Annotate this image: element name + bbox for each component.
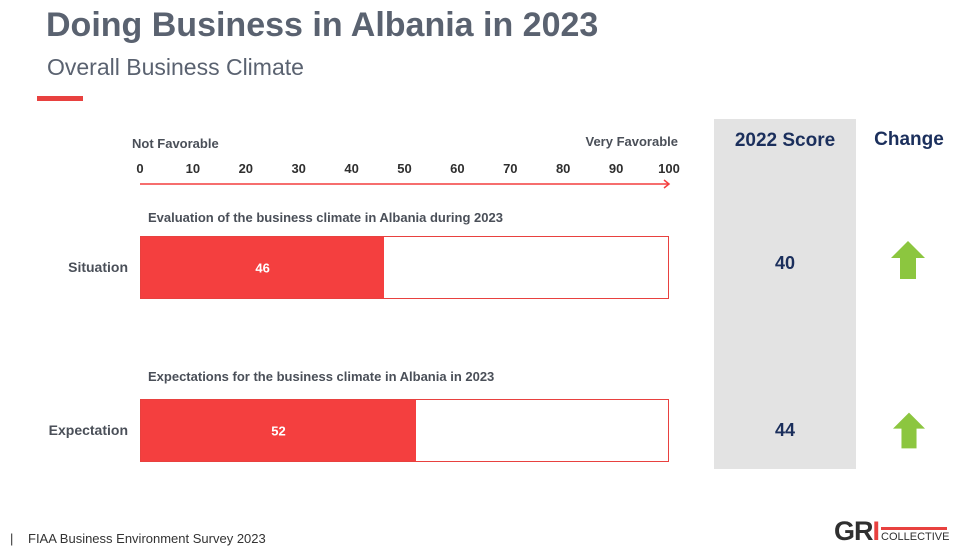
expectation-bar-track: 52: [140, 399, 669, 462]
axis-tick-label: 20: [239, 161, 253, 176]
logo-subtext: COLLECTIVE: [881, 531, 950, 543]
axis-tick-label: 50: [397, 161, 411, 176]
axis-tick-label: 40: [344, 161, 358, 176]
score-panel: [714, 119, 856, 469]
axis-tick-label: 10: [186, 161, 200, 176]
axis-tick-label: 70: [503, 161, 517, 176]
change-column-header: Change: [874, 129, 944, 150]
axis-tick-label: 60: [450, 161, 464, 176]
page-subtitle: Overall Business Climate: [47, 54, 304, 80]
arrow-up-icon: [891, 241, 925, 279]
score-column-header: 2022 Score: [734, 130, 836, 151]
scale-left-label: Not Favorable: [132, 136, 219, 151]
logo-wordmark: GRI: [834, 516, 880, 546]
expectation-row-label: Expectation: [48, 422, 128, 438]
arrow-up-icon: [893, 412, 925, 449]
scale-right-label: Very Favorable: [585, 134, 679, 149]
axis-tick-label: 80: [556, 161, 570, 176]
footer-source: FIAA Business Environment Survey 2023: [28, 531, 266, 546]
gri-logo: GRI COLLECTIVE: [834, 518, 949, 545]
situation-caption: Evaluation of the business climate in Al…: [148, 210, 503, 225]
situation-2022-score: 40: [774, 253, 796, 273]
axis-tick-label: 0: [136, 161, 143, 176]
expectation-2022-score: 44: [774, 420, 796, 440]
situation-row-label: Situation: [68, 259, 128, 275]
axis-tick-label: 30: [291, 161, 305, 176]
expectation-bar-value: 52: [271, 423, 286, 438]
page-title: Doing Business in Albania in 2023: [46, 6, 599, 44]
situation-bar-value: 46: [255, 260, 270, 275]
axis-arrowhead: [663, 179, 671, 189]
situation-bar: [141, 237, 385, 298]
axis-tick-label: 90: [609, 161, 623, 176]
axis-tick-label: 100: [658, 161, 680, 176]
expectation-caption: Expectations for the business climate in…: [148, 369, 495, 384]
accent-divider: [37, 96, 83, 101]
expectation-bar: [141, 400, 417, 461]
situation-bar-track: 46: [140, 236, 669, 299]
footer-separator: |: [10, 531, 14, 546]
